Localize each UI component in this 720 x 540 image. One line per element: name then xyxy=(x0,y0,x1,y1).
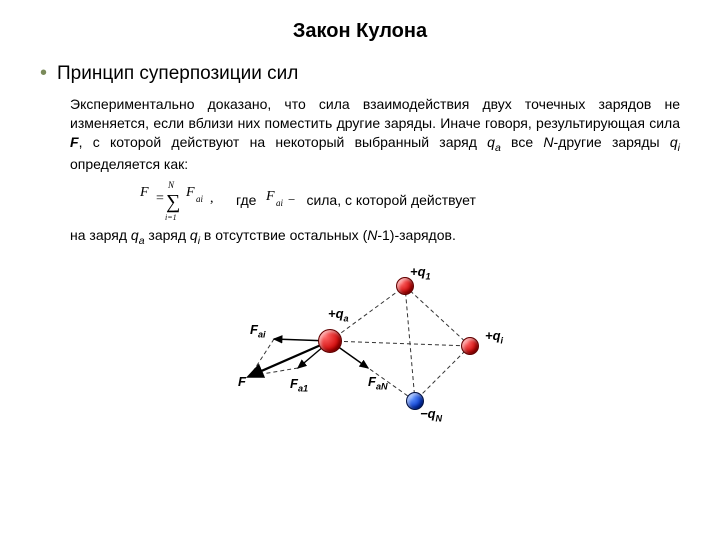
line2a: на заряд xyxy=(70,227,131,243)
force-label-Fa1: Fa1 xyxy=(290,376,308,394)
svg-text:i=1: i=1 xyxy=(165,213,177,222)
qa2: qa xyxy=(131,227,145,243)
page-title: Закон Кулона xyxy=(40,20,680,43)
svg-text:−: − xyxy=(288,192,295,207)
line2b: заряд xyxy=(145,227,190,243)
N2: N xyxy=(367,227,377,243)
gde: где xyxy=(236,192,256,208)
superposition-diagram: +qa +q1 +qi −qN Fai Fa1 FaN F xyxy=(210,256,510,426)
svg-text:N: N xyxy=(167,180,175,190)
paragraph-1: Экспериментально доказано, что сила взаи… xyxy=(70,95,680,174)
svg-text:=: = xyxy=(156,191,164,206)
qa: qa xyxy=(487,134,501,150)
body4: -другие заряды xyxy=(554,134,670,150)
fai-symbol: F⃗ ai − xyxy=(264,188,298,212)
F-bold: F xyxy=(70,134,79,150)
force-label-Fai: Fai xyxy=(250,322,266,340)
subtitle-row: • Принцип суперпозиции сил xyxy=(40,63,680,85)
N: N xyxy=(543,134,553,150)
line2c: в отсутствие остальных ( xyxy=(200,227,367,243)
line2d: -1)-зарядов. xyxy=(377,227,455,243)
paragraph-2: на заряд qa заряд qi в отсутствие осталь… xyxy=(70,226,680,248)
body2: , с которой действуют на некоторый выбра… xyxy=(79,134,488,150)
force-label-FaN: FaN xyxy=(368,374,388,392)
charge-label-qa: +qa xyxy=(328,306,349,324)
charge-label-q1: +q1 xyxy=(410,264,431,282)
body3: все xyxy=(501,134,544,150)
charge-qa xyxy=(318,329,342,353)
charge-qi xyxy=(461,337,479,355)
sum-formula: F⃗ = N ∑ i=1 F⃗ ai , xyxy=(138,178,228,222)
formula-line: F⃗ = N ∑ i=1 F⃗ ai , где F⃗ ai − сила, с… xyxy=(70,178,680,222)
bullet-icon: • xyxy=(40,63,47,83)
qi: qi xyxy=(670,134,680,150)
body5: определяется как: xyxy=(70,156,188,172)
svg-text:ai: ai xyxy=(196,194,204,204)
svg-text:∑: ∑ xyxy=(166,191,180,213)
svg-text:ai: ai xyxy=(276,198,284,208)
tail1: сила, с которой действует xyxy=(306,192,475,208)
charge-label-qi: +qi xyxy=(485,328,503,346)
force-label-F: F xyxy=(238,374,246,389)
subtitle: Принцип суперпозиции сил xyxy=(57,63,298,85)
svg-text:,: , xyxy=(210,191,214,206)
qi2: qi xyxy=(190,227,200,243)
charge-label-qN: −qN xyxy=(420,406,442,424)
body1: Экспериментально доказано, что сила взаи… xyxy=(70,96,680,131)
